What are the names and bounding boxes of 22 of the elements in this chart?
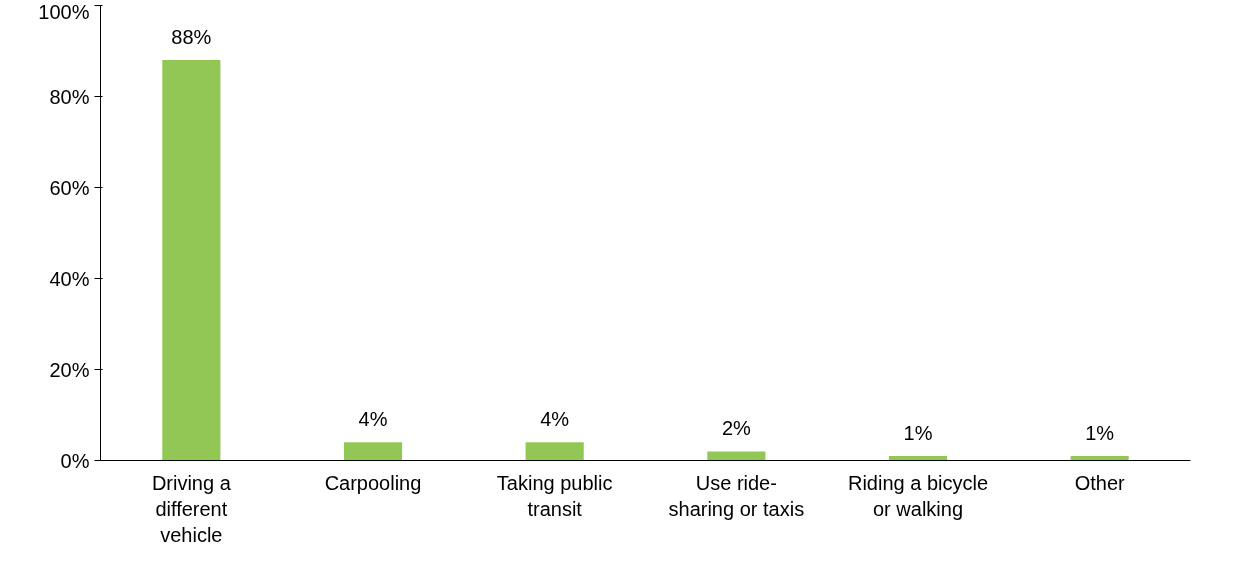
y-tick-label: 40%	[49, 267, 90, 290]
data-label: 4%	[540, 408, 570, 431]
y-tick-label: 0%	[60, 449, 90, 472]
x-tick-label: Driving a different vehicle	[151, 471, 232, 547]
x-tick-label: Other	[1074, 471, 1126, 494]
data-label: 2%	[721, 417, 751, 440]
data-label: 88%	[171, 26, 212, 49]
y-tick-label: 60%	[49, 176, 90, 199]
y-tick-label: 80%	[49, 85, 90, 108]
bar	[343, 442, 403, 461]
y-tick-label: 20%	[49, 358, 90, 381]
bar	[162, 60, 221, 461]
x-tick-label: Riding a bicycle or walking	[847, 471, 989, 520]
x-tick-label: Carpooling	[324, 471, 422, 494]
data-label: 1%	[903, 421, 933, 444]
data-label: 1%	[1085, 421, 1115, 444]
y-tick-label: 100%	[38, 0, 90, 23]
data-label: 4%	[358, 408, 388, 431]
bar	[707, 451, 766, 461]
x-tick-label: Use ride- sharing or taxis	[668, 471, 805, 520]
bar	[525, 442, 584, 461]
x-tick-label: Taking public transit	[496, 471, 613, 520]
